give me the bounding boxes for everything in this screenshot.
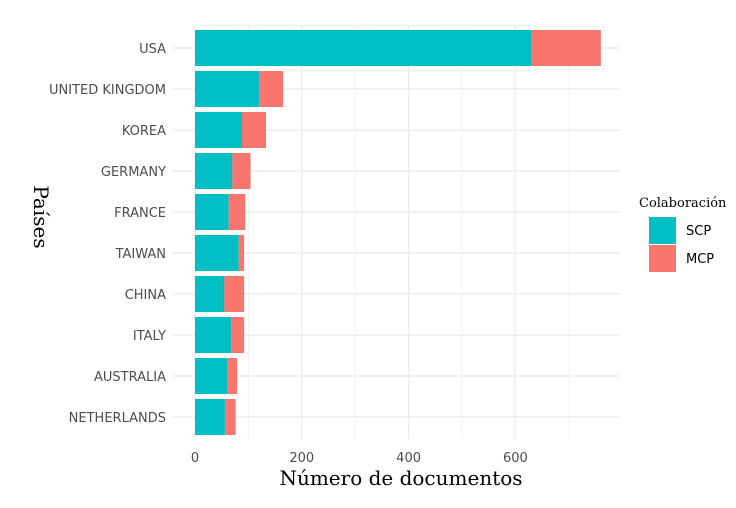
bar-mcp-china <box>224 276 245 312</box>
bar-mcp-usa <box>531 30 601 66</box>
bar-scp-australia <box>195 358 228 394</box>
x-tick-label-400: 400 <box>396 451 421 466</box>
y-tick-label-netherlands: NETHERLANDS <box>69 411 166 426</box>
y-tick-label-korea: KOREA <box>122 124 166 139</box>
bar-scp-china <box>195 276 225 312</box>
bar-scp-netherlands <box>195 399 225 435</box>
legend-swatch-mcp <box>649 245 676 272</box>
y-tick-label-taiwan: TAIWAN <box>115 247 166 262</box>
legend-label-scp: SCP <box>686 224 711 239</box>
bar-scp-germany <box>195 153 233 189</box>
bar-mcp-germany <box>232 153 251 189</box>
x-tick-label-200: 200 <box>289 451 314 466</box>
bar-mcp-united-kingdom <box>259 71 284 107</box>
y-tick-label-usa: USA <box>139 42 166 57</box>
y-tick-labels: USA UNITED KINGDOM KOREA GERMANY FRANCE TAIWA… <box>49 42 166 426</box>
bars <box>195 30 601 435</box>
x-tick-labels: 0 200 400 600 <box>191 451 528 466</box>
y-tick-label-australia: AUSTRALIA <box>94 370 166 385</box>
bar-scp-korea <box>195 112 242 148</box>
x-tick-label-600: 600 <box>503 451 528 466</box>
bar-mcp-korea <box>241 112 267 148</box>
y-tick-label-united-kingdom: UNITED KINGDOM <box>49 83 166 98</box>
legend-swatch-scp <box>649 217 676 244</box>
bar-mcp-italy <box>231 317 245 353</box>
bar-mcp-netherlands <box>224 399 236 435</box>
bar-scp-france <box>195 194 229 230</box>
y-tick-label-china: CHINA <box>125 288 166 303</box>
bar-scp-united-kingdom <box>195 71 260 107</box>
x-axis-title: Número de documentos <box>279 466 522 490</box>
legend-title: Colaboración <box>639 196 727 211</box>
y-tick-label-germany: GERMANY <box>101 165 166 180</box>
bar-mcp-australia <box>227 358 238 394</box>
y-tick-label-italy: ITALY <box>133 329 166 344</box>
bar-scp-usa <box>195 30 532 66</box>
legend: Colaboración SCP MCP <box>639 196 727 272</box>
y-tick-label-france: FRANCE <box>114 206 166 221</box>
bar-mcp-france <box>228 194 246 230</box>
x-tick-label-0: 0 <box>191 451 199 466</box>
bar-scp-taiwan <box>195 235 239 271</box>
legend-label-mcp: MCP <box>686 252 714 267</box>
bar-mcp-taiwan <box>238 235 245 271</box>
bar-scp-italy <box>195 317 232 353</box>
y-axis-title: Países <box>29 185 53 248</box>
